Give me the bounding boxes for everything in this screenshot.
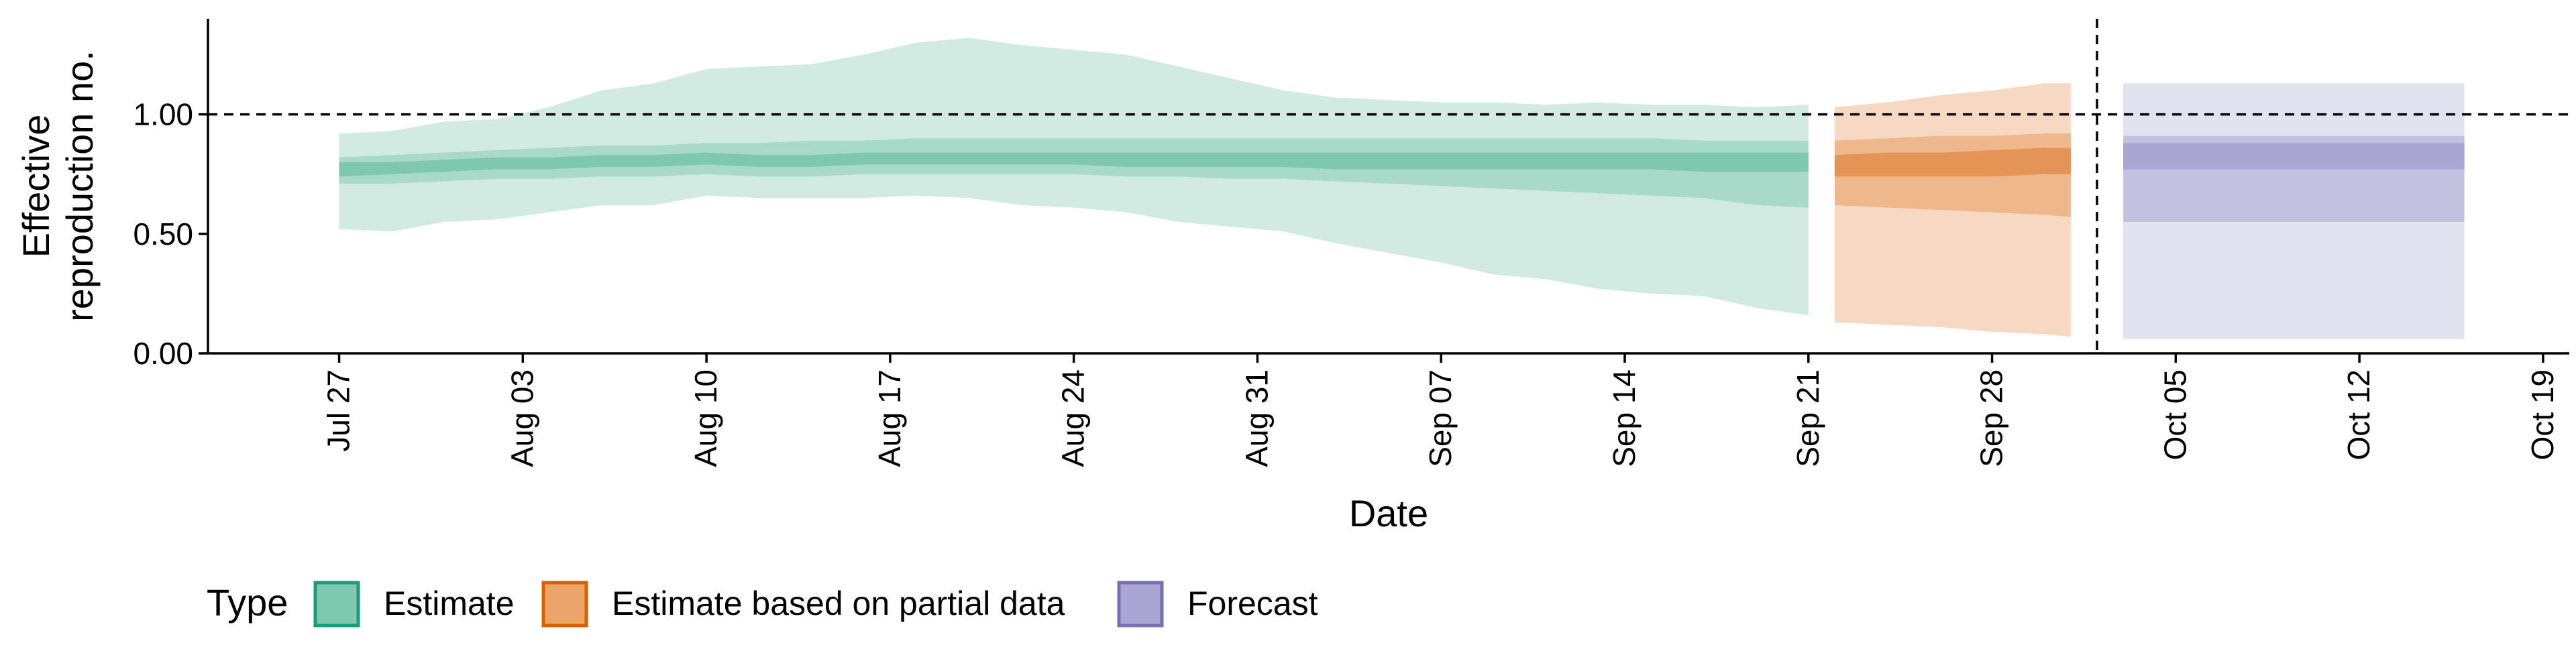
legend-key-estimate-based-on-partial-data <box>541 581 588 628</box>
ribbon-20-estimate <box>339 152 1809 177</box>
y-axis-title-line-2: reproduction no. <box>58 50 101 322</box>
x-tick-label: Sep 14 <box>1607 369 1642 467</box>
x-tick-label: Sep 28 <box>1974 369 2009 467</box>
x-axis-title: Date <box>1349 492 1428 534</box>
ribbons-layer <box>339 38 2465 339</box>
x-tick-label: Jul 27 <box>321 369 356 452</box>
y-tick-label: 0.00 <box>133 336 193 371</box>
series-estimate-based-on-partial-data <box>1834 83 2071 337</box>
ribbon-20-estimate-based-on-partial-data <box>1834 148 2071 177</box>
legend: Type Estimate Estimate based on partial da… <box>207 581 1318 628</box>
legend-label-estimate: Estimate <box>384 585 515 622</box>
series-estimate <box>339 38 1809 315</box>
x-tick-label: Aug 31 <box>1239 369 1274 467</box>
x-tick-label: Oct 05 <box>2157 369 2192 461</box>
x-tick-label: Oct 19 <box>2525 369 2560 461</box>
x-tick-label: Oct 12 <box>2341 369 2376 461</box>
x-tick-label: Aug 10 <box>688 369 723 467</box>
x-tick-label: Sep 21 <box>1790 369 1825 467</box>
x-tick-label: Aug 17 <box>872 369 907 467</box>
x-tick-label: Sep 07 <box>1423 369 1458 467</box>
legend-label-forecast: Forecast <box>1187 585 1318 622</box>
reference-lines-layer <box>208 19 2569 353</box>
axes-layer: 0.00 0.50 1.00 Jul 27 Aug 03 Aug 10 Aug 17 Aug … <box>15 19 2569 534</box>
legend-key-forecast <box>1117 581 1164 628</box>
ribbon-20-forecast <box>2123 143 2465 170</box>
legend-title: Type <box>207 581 288 624</box>
legend-label-estimate-based-on-partial-data: Estimate based on partial data <box>612 585 1065 622</box>
y-tick-label: 0.50 <box>133 217 193 251</box>
x-tick-label: Aug 24 <box>1056 369 1091 467</box>
y-axis-title-line-1: Effective <box>15 115 57 258</box>
x-tick-label: Aug 03 <box>504 369 539 467</box>
ribbon-90-estimate <box>339 38 1809 315</box>
series-forecast <box>2123 83 2465 339</box>
y-tick-label: 1.00 <box>133 97 193 132</box>
legend-key-estimate <box>313 581 360 628</box>
